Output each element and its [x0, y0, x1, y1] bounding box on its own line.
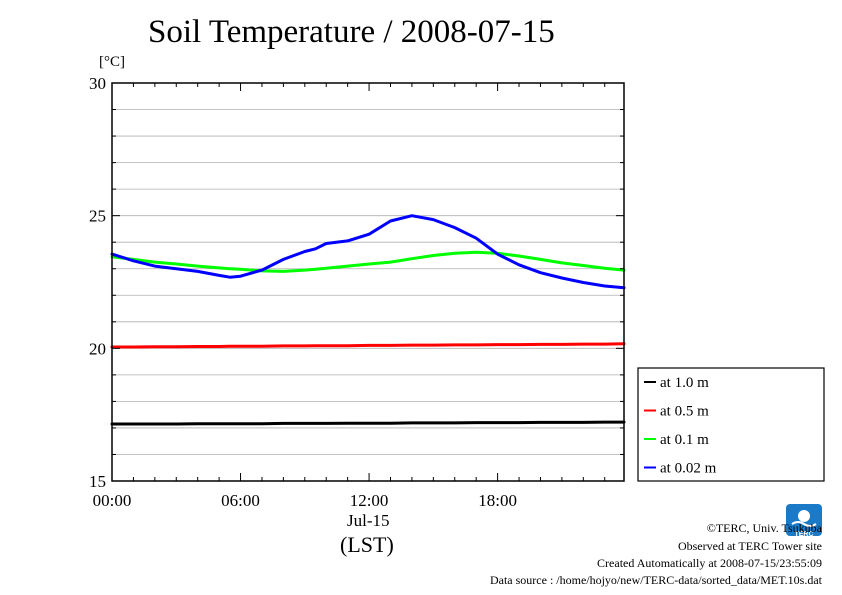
legend-label: at 0.1 m	[660, 432, 709, 448]
x-tick-label: 06:00	[221, 491, 260, 510]
legend-box	[637, 367, 825, 482]
x-axis-date-label: Jul-15	[347, 511, 390, 530]
x-tick-label: 00:00	[93, 491, 132, 510]
terc-logo: TERC	[784, 502, 824, 538]
series-line-at-0-1-m	[110, 250, 626, 273]
series-lines	[110, 214, 626, 426]
y-tick-label: 25	[89, 207, 106, 226]
chart-title: Soil Temperature / 2008-07-15	[148, 14, 555, 50]
axis-tick-labels: 00:00 06:00 12:00 18:00 15 20 25 30	[89, 74, 517, 510]
plot-frame	[111, 82, 625, 482]
x-axis-label: (LST)	[340, 532, 394, 557]
series-line-at-1-0-m	[110, 420, 626, 426]
data-source-text: Data source : /home/hojyo/new/TERC-data/…	[489, 573, 822, 587]
created-text: Created Automatically at 2008-07-15/23:5…	[597, 556, 822, 570]
legend-label: at 0.02 m	[660, 461, 717, 477]
copyright-text: ©TERC, Univ. Tsukuba	[706, 521, 822, 535]
logo-text: TERC	[794, 531, 814, 538]
grid-lines	[112, 109, 624, 455]
site-text: Observed at TERC Tower site	[677, 539, 822, 553]
series-line-at-0-02-m	[110, 214, 626, 290]
x-tick-label: 18:00	[478, 491, 517, 510]
series-line-at-0-5-m	[110, 342, 626, 349]
terc-logo-icon	[786, 504, 822, 536]
y-tick-label: 30	[89, 74, 106, 93]
legend-label: at 1.0 m	[660, 375, 709, 391]
y-tick-label: 20	[89, 339, 106, 358]
x-tick-label: 12:00	[350, 491, 389, 510]
legend: at 1.0 m at 0.5 m at 0.1 m at 0.02 m	[637, 367, 825, 482]
legend-label: at 0.5 m	[660, 404, 709, 420]
y-axis-unit: [°C]	[99, 54, 125, 70]
axis-ticks	[111, 82, 624, 482]
y-tick-label: 15	[89, 472, 106, 491]
